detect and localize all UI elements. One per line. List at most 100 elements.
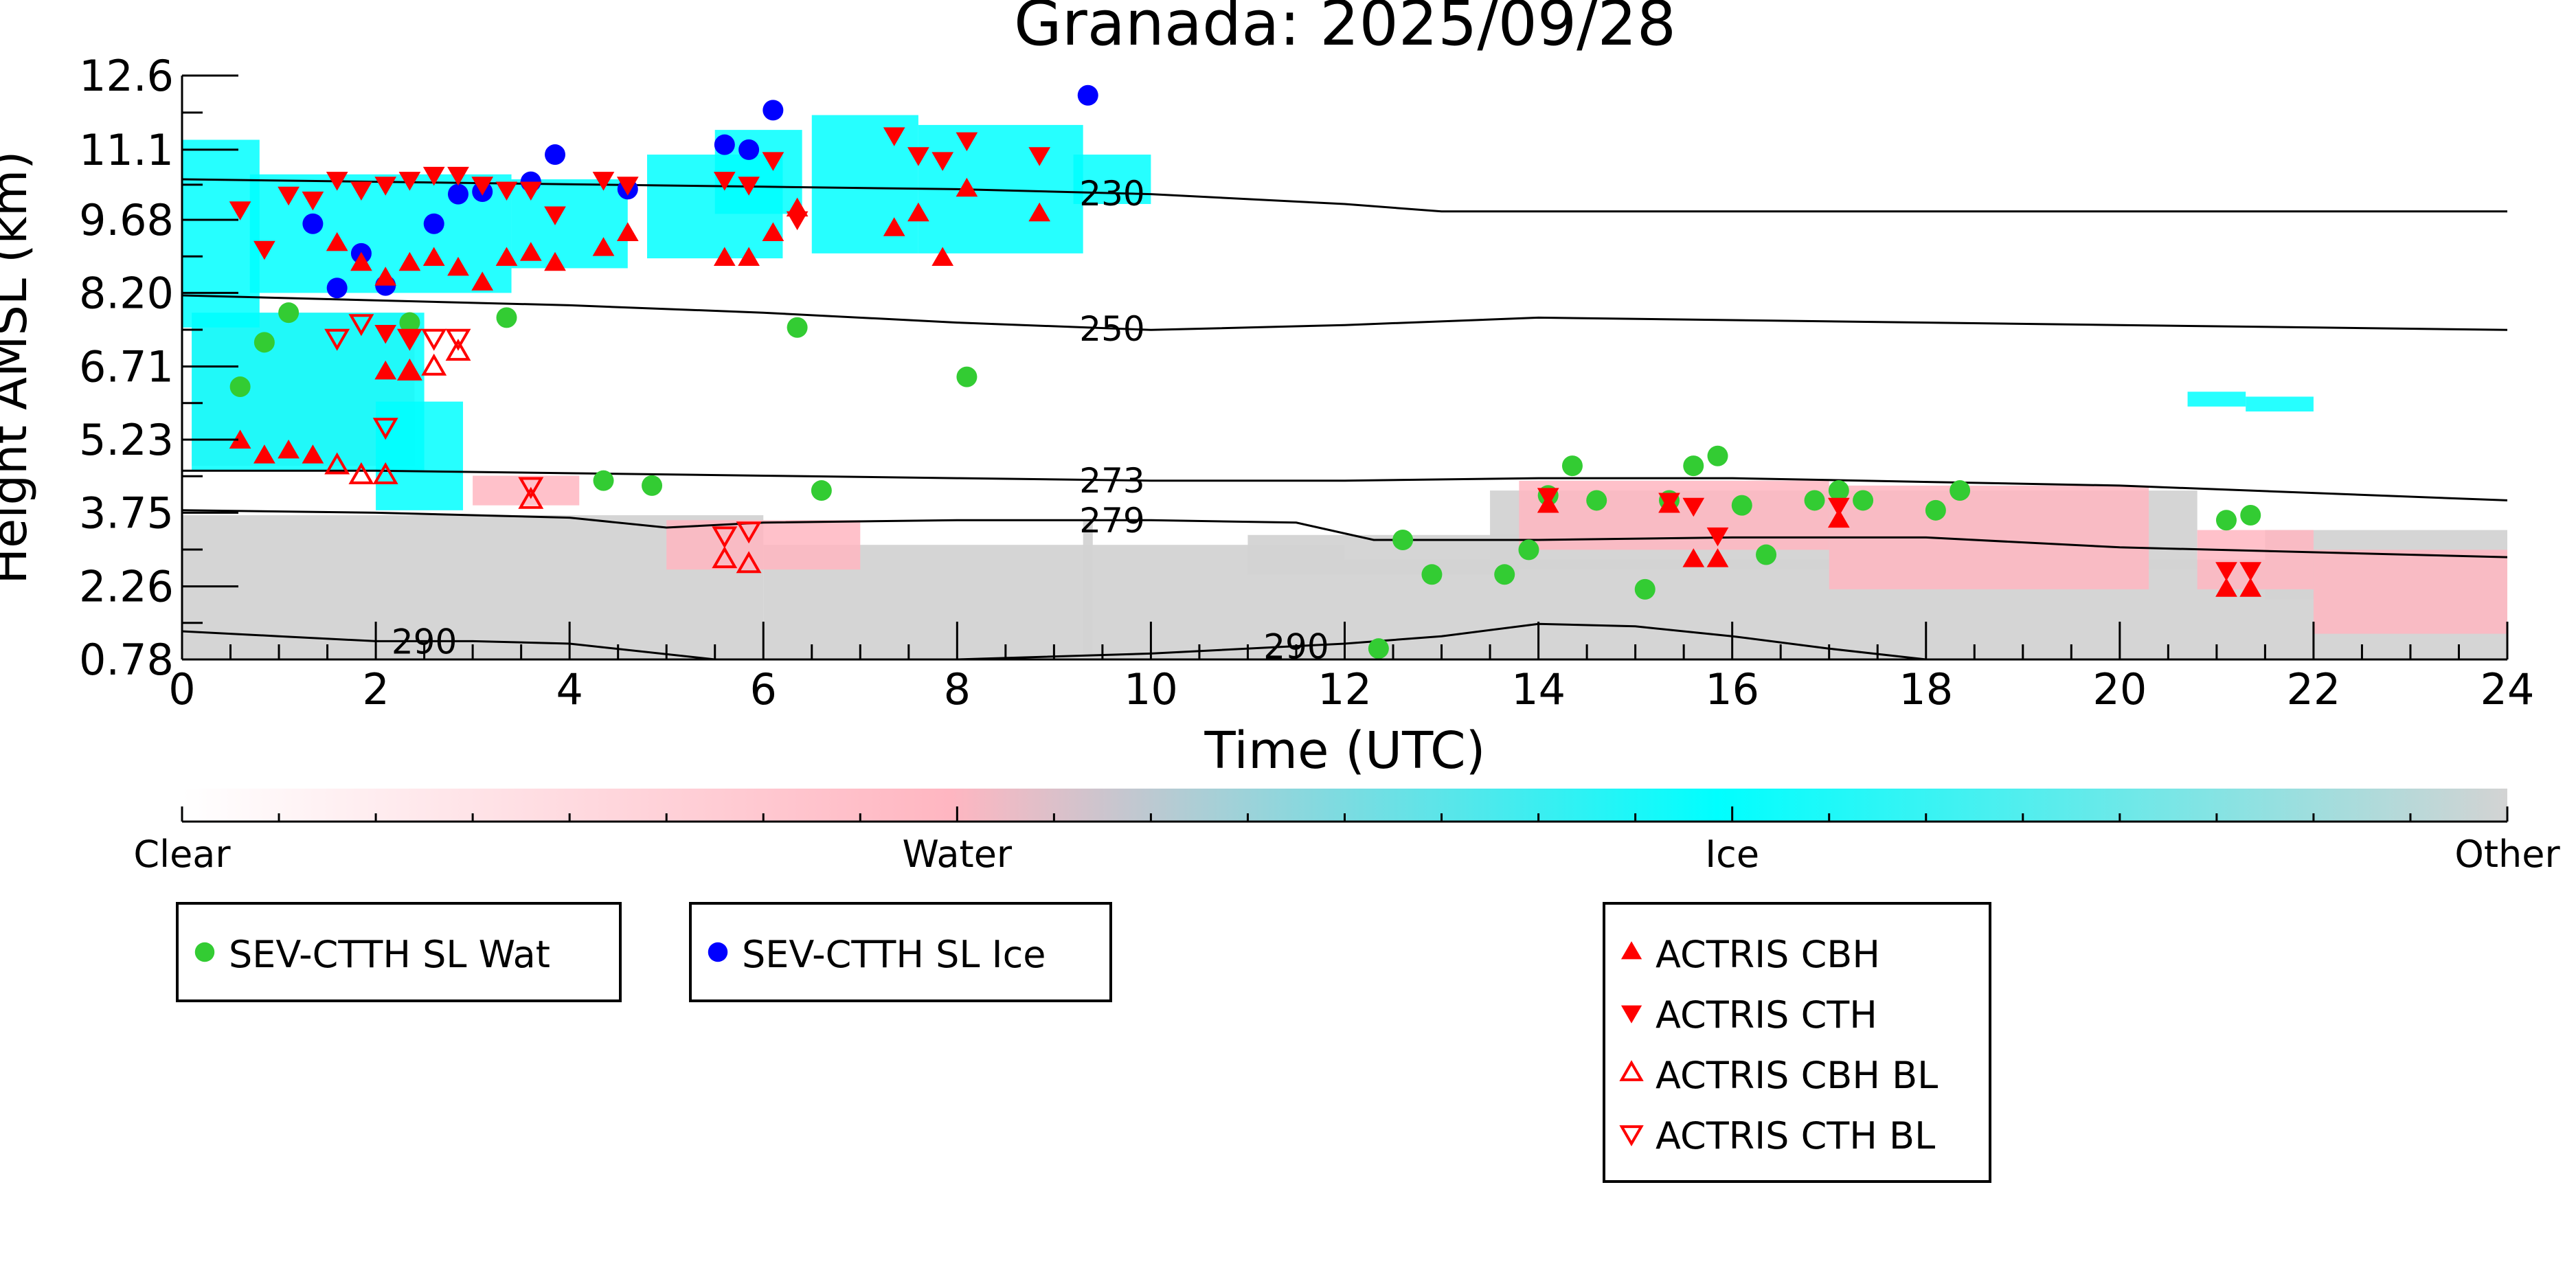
data-point	[1634, 578, 1656, 600]
classification-colorbar: Clear Water Ice Other	[133, 789, 2560, 876]
region-water	[666, 520, 861, 570]
x-tick-label: 16	[1705, 664, 1759, 714]
data-point	[642, 475, 663, 496]
region-water	[2197, 530, 2314, 589]
data-point	[1925, 499, 1946, 521]
data-point	[350, 181, 372, 201]
data-point	[762, 152, 784, 171]
x-tick-label: 6	[750, 664, 777, 714]
isotherm-label-230: 230	[1079, 174, 1144, 214]
data-point	[762, 222, 784, 241]
data-point	[1494, 564, 1515, 585]
isotherm-label-250: 250	[1079, 309, 1144, 349]
data-point	[736, 521, 762, 544]
x-tick-label: 12	[1318, 664, 1372, 714]
data-point	[712, 526, 738, 549]
data-point	[1950, 480, 1971, 501]
data-point	[738, 177, 760, 196]
data-point	[374, 325, 397, 344]
data-point	[956, 132, 978, 152]
data-point	[545, 144, 566, 166]
legend-marker	[708, 942, 728, 962]
legend-entry: ACTRIS CBH	[1656, 933, 1880, 976]
data-point	[324, 452, 350, 475]
series-actris-cth-bl	[324, 314, 762, 549]
data-point	[1756, 544, 1777, 565]
data-point	[2240, 505, 2261, 526]
data-point	[326, 172, 348, 191]
data-point	[519, 181, 542, 201]
data-point	[421, 328, 447, 351]
data-point	[714, 134, 735, 155]
x-tick-label: 18	[1899, 664, 1953, 714]
data-point	[713, 172, 736, 191]
axes: 0 2 4 6 8 10 12 14 16 18 20 22 240.782.263.755.236.7…	[79, 51, 2535, 714]
legend-marker	[1620, 1005, 1642, 1024]
data-point	[907, 202, 929, 222]
legend-box: SEV-CTTH SL Wat	[176, 902, 622, 1002]
data-point	[1828, 480, 1849, 501]
data-point	[422, 247, 445, 266]
region-ice	[2507, 436, 2517, 451]
data-point	[1392, 529, 1414, 550]
legend-entry: SEV-CTTH SL Ice	[742, 933, 1046, 976]
isotherm-label-273: 273	[1079, 461, 1144, 501]
data-point	[278, 302, 300, 324]
region-ice	[2246, 396, 2314, 412]
data-point	[398, 251, 421, 271]
legend-frame	[1603, 902, 1991, 1183]
colorbar-label-water: Water	[903, 833, 1013, 876]
x-tick-label: 2	[362, 664, 389, 714]
x-tick-label: 22	[2286, 664, 2340, 714]
data-point	[374, 267, 397, 286]
legend-entry: SEV-CTTH SL Wat	[229, 933, 550, 976]
data-point	[519, 242, 542, 261]
data-point	[496, 307, 517, 328]
data-point	[302, 444, 324, 464]
data-point	[2215, 510, 2237, 531]
data-point	[326, 278, 348, 299]
x-axis-label: Time (UTC)	[1204, 721, 1485, 780]
data-point	[1707, 445, 1728, 466]
data-point	[907, 147, 929, 166]
data-point	[326, 231, 348, 251]
data-point	[592, 172, 615, 191]
data-point	[712, 546, 738, 569]
data-point	[1827, 497, 1850, 517]
data-point	[544, 251, 566, 271]
data-point	[883, 127, 905, 146]
data-point	[1561, 455, 1583, 477]
data-point	[398, 172, 421, 191]
x-tick-label: 4	[556, 664, 583, 714]
data-point	[350, 251, 372, 271]
data-point	[518, 486, 544, 509]
region-ice	[1073, 155, 1151, 204]
data-point	[1368, 638, 1389, 659]
colorbar-label-clear: Clear	[133, 833, 231, 876]
data-point	[1586, 490, 1607, 511]
data-point	[956, 366, 978, 387]
data-point	[302, 213, 324, 234]
data-point	[495, 181, 518, 201]
data-point	[396, 328, 422, 351]
data-point	[372, 418, 398, 440]
data-point	[1827, 508, 1850, 528]
data-point	[762, 100, 784, 121]
data-point	[445, 339, 471, 361]
data-point	[253, 444, 275, 464]
legend-entry: ACTRIS CTH	[1656, 993, 1877, 1037]
data-point	[956, 177, 978, 197]
retrieval-markers	[229, 84, 2262, 659]
data-point	[592, 237, 615, 256]
data-point	[1028, 202, 1051, 222]
data-point	[1658, 493, 1680, 512]
legend-marker	[1619, 1060, 1644, 1081]
data-point	[348, 314, 374, 337]
data-point	[787, 317, 808, 338]
data-point	[229, 201, 251, 221]
data-point	[811, 480, 832, 501]
data-point	[2239, 562, 2262, 581]
data-point	[447, 166, 469, 186]
y-tick-label: 8.20	[79, 268, 174, 318]
data-point	[1518, 539, 1539, 561]
